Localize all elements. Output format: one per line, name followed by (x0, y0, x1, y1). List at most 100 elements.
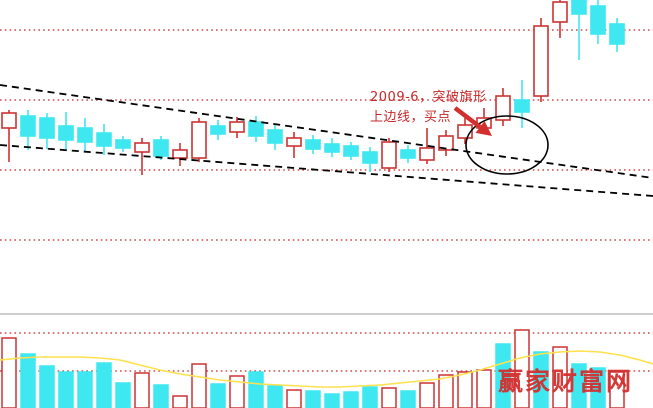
volume-bar-down[interactable] (77, 371, 93, 408)
candle-body-up (533, 25, 549, 97)
candle-body-up (191, 121, 207, 159)
candlestick[interactable] (39, 113, 55, 149)
volume-bar-down[interactable] (210, 383, 226, 408)
volume-bar-down[interactable] (343, 391, 359, 408)
candlestick[interactable] (400, 145, 416, 163)
candlestick[interactable] (115, 136, 131, 152)
candle-body-down (343, 145, 359, 157)
candlestick[interactable] (514, 80, 530, 128)
candle-body-down (324, 143, 340, 153)
candlestick[interactable] (77, 118, 93, 152)
candlestick[interactable] (305, 135, 321, 154)
candlestick[interactable] (229, 117, 245, 138)
candle-body-down (39, 117, 55, 139)
volume-bar-up[interactable] (381, 387, 397, 408)
volume-bar-down[interactable] (571, 363, 587, 408)
candlestick[interactable] (362, 147, 378, 172)
candlestick[interactable] (20, 110, 36, 150)
breakout-highlight-ellipse (465, 115, 549, 175)
price-candles[interactable] (1, 0, 625, 175)
volume-bars[interactable] (1, 329, 625, 408)
candlestick[interactable] (590, 0, 606, 44)
candlestick[interactable] (533, 18, 549, 102)
candle-body-down (267, 129, 283, 144)
candlestick[interactable] (609, 18, 625, 52)
volume-bar-down[interactable] (590, 367, 606, 408)
candlestick[interactable] (58, 112, 74, 150)
candle-body-down (153, 139, 169, 157)
candlestick[interactable] (324, 138, 340, 157)
candlestick[interactable] (134, 138, 150, 175)
candle-body-up (134, 142, 150, 153)
candle-body-down (77, 127, 93, 143)
candle-body-down (362, 151, 378, 164)
volume-bar-up[interactable] (191, 363, 207, 408)
volume-bar-down[interactable] (20, 353, 36, 408)
candlestick[interactable] (172, 143, 188, 166)
candle-body-down (20, 115, 36, 137)
candlestick[interactable] (96, 124, 112, 155)
candlestick[interactable] (191, 118, 207, 162)
candle-body-up (381, 141, 397, 169)
candle-body-down (115, 139, 131, 149)
candle-body-up (419, 147, 435, 161)
flag-trendlines (0, 84, 653, 197)
candlestick[interactable] (1, 110, 17, 162)
candle-body-down (58, 125, 74, 141)
volume-bar-up[interactable] (609, 371, 625, 408)
volume-bar-down[interactable] (58, 371, 74, 408)
candle-body-up (552, 1, 568, 23)
candlestick[interactable] (286, 132, 302, 158)
volume-bar-up[interactable] (286, 389, 302, 408)
candlestick[interactable] (419, 128, 435, 164)
candlestick[interactable] (381, 138, 397, 172)
candle-body-up (286, 137, 302, 147)
candlestick[interactable] (438, 130, 454, 156)
candlestick[interactable] (343, 142, 359, 160)
candlestick[interactable] (495, 88, 511, 126)
volume-bar-up[interactable] (457, 371, 473, 408)
volume-bar-down[interactable] (115, 382, 131, 408)
upper-flag-line (0, 84, 653, 179)
volume-bar-down[interactable] (495, 343, 511, 408)
volume-bar-down[interactable] (362, 386, 378, 408)
candle-body-up (495, 95, 511, 121)
candle-body-down (96, 132, 112, 147)
candlestick[interactable] (571, 0, 587, 60)
candle-body-down (305, 139, 321, 150)
candlestick[interactable] (153, 136, 169, 160)
annotation-line-1: 2009-6，突破旗形 (370, 90, 487, 105)
volume-gridlines (0, 332, 653, 372)
volume-bar-down[interactable] (153, 384, 169, 408)
candle-body-up (172, 149, 188, 159)
breakout-arrow-icon (453, 106, 492, 136)
volume-bar-up[interactable] (229, 375, 245, 408)
volume-bar-up[interactable] (1, 337, 17, 408)
candlestick[interactable] (248, 116, 264, 142)
annotation-line-2: 上边线，买点 (370, 110, 452, 125)
lower-flag-line (0, 144, 653, 197)
volume-bar-up[interactable] (134, 372, 150, 408)
volume-bar-up[interactable] (476, 369, 492, 408)
candle-body-down (400, 149, 416, 159)
volume-bar-down[interactable] (39, 365, 55, 408)
volume-bar-down[interactable] (324, 393, 340, 408)
volume-bar-up[interactable] (419, 382, 435, 408)
candlestick[interactable] (552, 0, 568, 38)
volume-bar-up[interactable] (438, 374, 454, 408)
volume-bar-down[interactable] (533, 351, 549, 408)
candle-body-up (1, 112, 17, 129)
volume-bar-down[interactable] (400, 390, 416, 408)
candle-body-down (609, 23, 625, 45)
volume-bar-up[interactable] (172, 395, 188, 408)
candlestick[interactable] (210, 120, 226, 140)
volume-bar-up[interactable] (552, 346, 568, 408)
volume-bar-down[interactable] (248, 371, 264, 408)
volume-bar-down[interactable] (305, 390, 321, 408)
volume-bar-up[interactable] (514, 329, 530, 408)
candle-body-down (590, 5, 606, 35)
candlestick[interactable] (267, 124, 283, 150)
volume-bar-down[interactable] (96, 362, 112, 408)
volume-bar-down[interactable] (267, 385, 283, 408)
